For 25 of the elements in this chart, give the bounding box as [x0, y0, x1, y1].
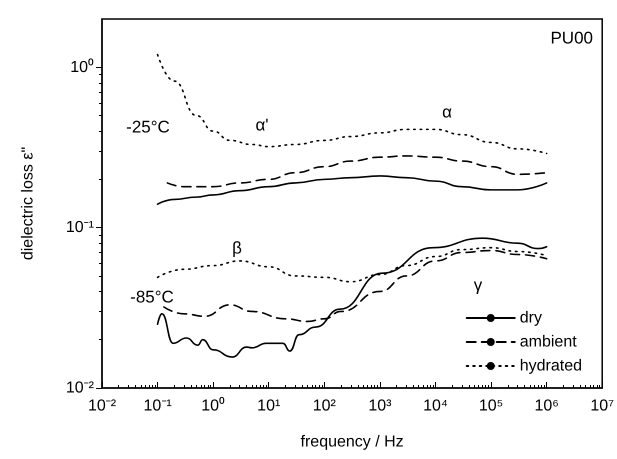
- annotation: α': [255, 116, 269, 134]
- annotation: β: [232, 238, 242, 258]
- annotation: γ: [474, 276, 483, 294]
- annotation: -25°C: [126, 118, 170, 136]
- x-tick-label: 10⁷: [590, 398, 614, 414]
- x-tick-label: 10⁻²: [88, 398, 117, 414]
- x-tick-label: 10²: [312, 398, 337, 414]
- x-tick-label: 10⁻¹: [144, 398, 172, 414]
- y-tick-label: 10⁰: [70, 58, 94, 76]
- y-axis-title: dielectric loss ε": [20, 146, 36, 260]
- annotation: PU00: [550, 28, 593, 48]
- y-tick-label: 10⁻¹: [66, 219, 94, 236]
- annotation: α: [442, 102, 452, 122]
- x-tick-label: 10⁵: [478, 398, 504, 414]
- legend-label: hydrated: [520, 358, 582, 374]
- x-axis-title: frequency / Hz: [300, 434, 404, 450]
- annotation: -85°C: [130, 288, 174, 306]
- x-tick-label: 10¹: [257, 398, 280, 414]
- legend-label: dry: [520, 310, 542, 326]
- x-tick-label: 10⁰: [201, 396, 226, 414]
- x-tick-label: 10³: [368, 398, 392, 414]
- x-tick-label: 10⁴: [423, 398, 448, 414]
- x-tick-label: 10⁶: [534, 398, 559, 414]
- y-tick-label: 10⁻²: [66, 380, 95, 396]
- legend-label: ambient: [520, 334, 578, 350]
